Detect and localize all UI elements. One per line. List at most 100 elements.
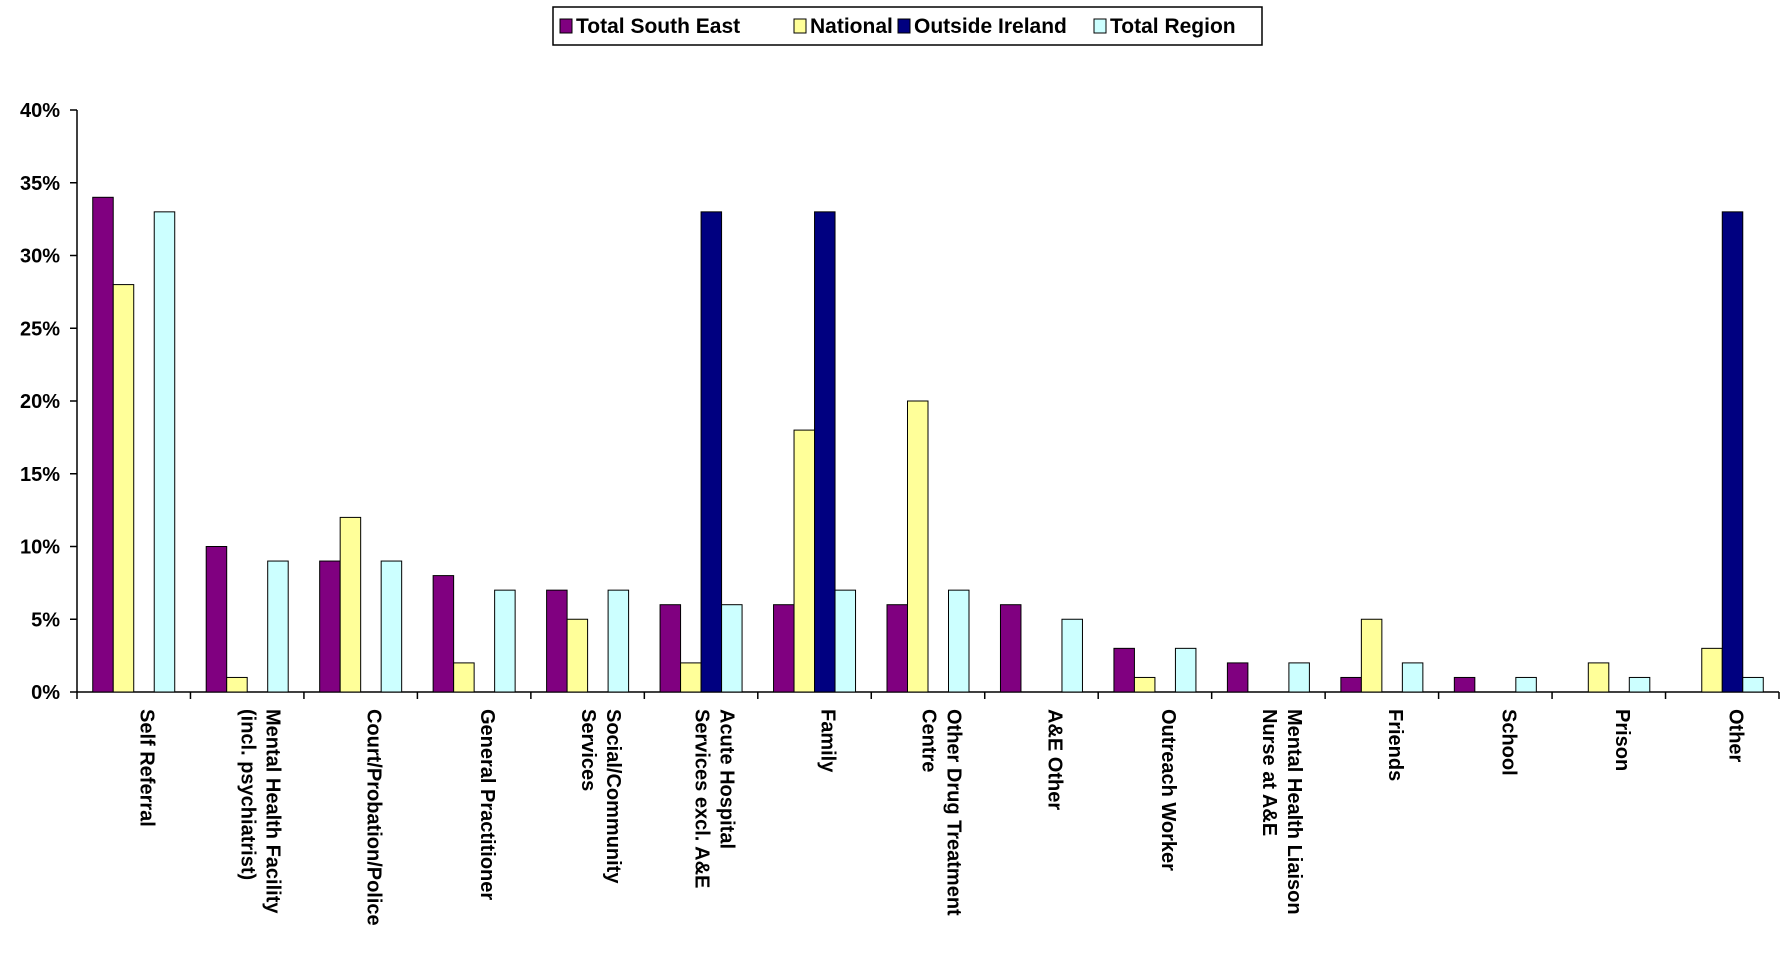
y-tick-label: 25% [20, 318, 60, 340]
bar-outside-ireland-other [1721, 211, 1744, 693]
category-label-line: Court/Probation/Police [363, 709, 385, 926]
legend-swatch-total-region [1093, 18, 1107, 34]
bar-total-south-east-court-probation-police [319, 560, 341, 693]
category-label-other: Other [1724, 709, 1746, 763]
bar-national-other [1701, 647, 1723, 693]
legend-swatch-total-south-east [559, 18, 573, 34]
bar-total-region-court-probation-police [380, 560, 403, 693]
bar-total-region-family [834, 589, 857, 693]
category-label-line: Services [577, 709, 599, 791]
y-tick-label: 40% [20, 100, 60, 122]
bar-total-region-mental-health-facility-incl-psychiatrist [267, 560, 289, 693]
category-label-line: Acute Hospital [716, 709, 738, 849]
bar-total-region-general-practitioner [494, 589, 516, 693]
category-label-line: General Practitioner [476, 709, 498, 900]
legend-swatch-national [793, 18, 807, 34]
category-label-line: Centre [918, 709, 940, 772]
bar-total-south-east-social-community-services [546, 589, 568, 693]
category-label-line: Outreach Worker [1157, 709, 1179, 871]
bar-national-court-probation-police [339, 516, 362, 693]
bar-total-south-east-other-drug-treatment-centre [886, 604, 908, 693]
legend-label-total-south-east: Total South East [576, 15, 740, 38]
bar-total-region-acute-hospital-services-excl-a-e [721, 604, 743, 693]
category-label-line: (incl. psychiatrist) [237, 709, 259, 880]
bar-total-region-other [1742, 676, 1764, 693]
legend: Total South East National Outside Ireland T… [552, 6, 1263, 46]
category-label-school: School [1497, 709, 1519, 776]
bar-total-region-school [1515, 676, 1537, 693]
category-label-a-e-other: A&E Other [1043, 709, 1065, 810]
bar-outside-ireland-acute-hospital-services-excl-a-e [700, 211, 723, 693]
category-label-line: Self Referral [136, 709, 158, 827]
bar-national-outreach-worker [1133, 676, 1156, 693]
legend-label-outside-ireland: Outside Ireland [914, 15, 1067, 38]
y-tick-label: 15% [20, 464, 60, 486]
bar-total-south-east-outreach-worker [1113, 647, 1135, 693]
bar-total-region-social-community-services [607, 589, 630, 693]
category-label-line: Social/Community [602, 709, 624, 884]
category-label-line: Family [817, 709, 839, 773]
bar-total-south-east-school [1453, 676, 1476, 693]
bar-total-south-east-mental-health-liaison-nurse-at-a-e [1226, 662, 1249, 693]
y-tick-label: 35% [20, 173, 60, 195]
category-label-line: Services excl. A&E [691, 709, 713, 888]
category-label-court-probation-police: Court/Probation/Police [363, 709, 385, 926]
bar-total-region-prison [1628, 676, 1651, 693]
bar-total-south-east-mental-health-facility-incl-psychiatrist [205, 546, 228, 693]
legend-label-total-region: Total Region [1110, 15, 1236, 38]
legend-swatch-outside-ireland [897, 18, 911, 34]
category-labels: Self Referral Mental Health Facility(incl… [136, 709, 1747, 926]
bar-national-acute-hospital-services-excl-a-e [680, 662, 702, 693]
bar-national-social-community-services [566, 618, 589, 693]
bar-total-south-east-self-referral [92, 196, 114, 693]
bar-total-region-mental-health-liaison-nurse-at-a-e [1288, 662, 1310, 693]
bar-total-south-east-family [773, 604, 795, 693]
bar-total-region-friends [1401, 662, 1424, 693]
category-label-self-referral: Self Referral [136, 709, 158, 827]
bar-national-prison [1587, 662, 1610, 693]
bar-total-region-outreach-worker [1174, 647, 1197, 693]
y-tick-label: 20% [20, 391, 60, 413]
category-label-mental-health-facility-incl-psychiatrist: Mental Health Facility(incl. psychiatris… [237, 709, 284, 914]
bar-national-family [793, 429, 816, 693]
category-label-outreach-worker: Outreach Worker [1157, 709, 1179, 871]
bar-national-friends [1360, 618, 1383, 693]
category-label-friends: Friends [1384, 709, 1406, 781]
bar-total-region-other-drug-treatment-centre [948, 589, 970, 693]
bar-total-south-east-friends [1340, 676, 1362, 693]
y-axis: 0% 5% 10% 15% 20% 25% 30% 35% 40% [20, 100, 78, 704]
bar-total-south-east-acute-hospital-services-excl-a-e [659, 604, 682, 693]
bars [92, 196, 1764, 693]
bar-total-south-east-a-e-other [999, 604, 1022, 693]
category-label-line: Prison [1611, 709, 1633, 771]
category-label-general-practitioner: General Practitioner [476, 709, 498, 900]
category-label-line: Other [1724, 709, 1746, 763]
legend-label-national: National [810, 15, 893, 38]
x-axis [76, 691, 1780, 699]
category-label-line: A&E Other [1043, 709, 1065, 810]
bar-total-region-self-referral [153, 211, 176, 693]
bar-national-self-referral [112, 284, 135, 693]
bar-outside-ireland-family [814, 211, 836, 693]
y-tick-label: 5% [31, 609, 60, 631]
category-label-prison: Prison [1611, 709, 1633, 771]
y-tick-label: 0% [31, 682, 60, 704]
category-label-line: Friends [1384, 709, 1406, 781]
y-tick-label: 10% [20, 537, 60, 559]
category-label-line: School [1497, 709, 1519, 776]
y-tick-label: 30% [20, 246, 60, 268]
bar-total-south-east-general-practitioner [432, 575, 455, 693]
category-label-line: Mental Health Facility [262, 709, 284, 914]
category-label-line: Nurse at A&E [1258, 709, 1280, 836]
category-label-line: Other Drug Treatment [943, 709, 965, 916]
category-label-line: Mental Health Liaison [1283, 709, 1305, 915]
category-label-family: Family [817, 709, 839, 773]
bar-national-other-drug-treatment-centre [907, 400, 929, 693]
bar-national-mental-health-facility-incl-psychiatrist [226, 676, 248, 693]
bar-total-region-a-e-other [1061, 618, 1083, 693]
